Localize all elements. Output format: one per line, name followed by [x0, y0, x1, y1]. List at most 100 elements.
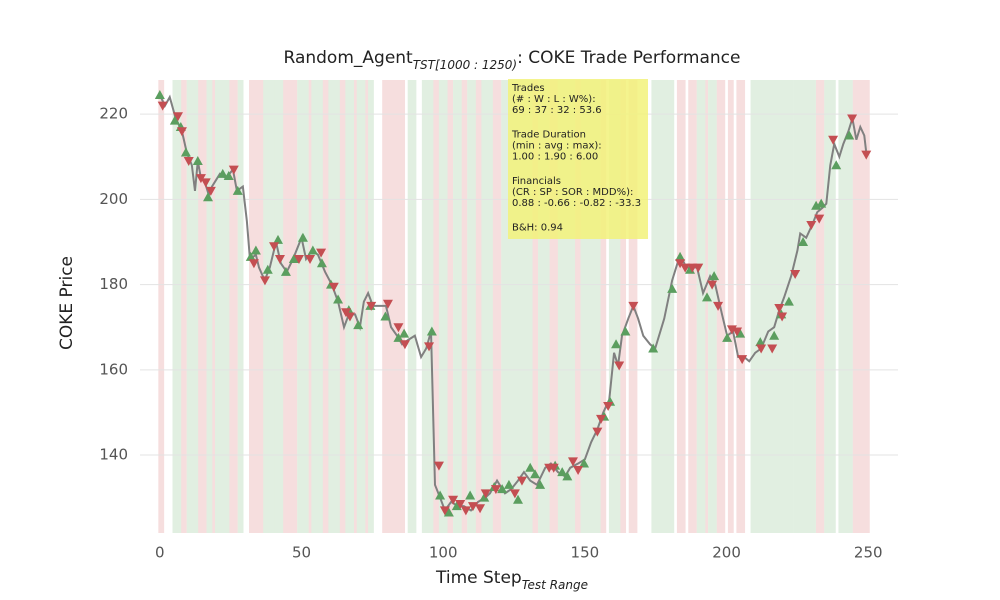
sell-marker: [680, 263, 691, 273]
sell-marker: [439, 506, 450, 516]
buy-marker: [535, 479, 546, 489]
trade-span: [696, 80, 706, 533]
marks: [154, 90, 872, 517]
trade-span: [206, 80, 213, 533]
sell-marker: [774, 304, 785, 314]
sell-marker: [433, 461, 444, 471]
x-tick-label: 200: [712, 544, 741, 562]
sell-marker: [847, 114, 858, 124]
price-line: [158, 94, 868, 513]
trade-span: [181, 80, 187, 533]
trade-span: [186, 80, 199, 533]
sell-marker: [172, 112, 183, 122]
sell-marker: [732, 327, 743, 337]
annotation-text: Trades: [511, 83, 545, 94]
trade-span: [458, 80, 468, 533]
trade-span: [362, 80, 372, 533]
sell-marker: [475, 504, 486, 514]
trade-span: [430, 80, 440, 533]
x-tick-label: 250: [854, 544, 883, 562]
buy-marker: [393, 332, 404, 342]
sell-marker: [393, 323, 404, 333]
sell-marker: [573, 465, 584, 475]
sell-marker: [693, 263, 704, 273]
sell-marker: [603, 402, 614, 412]
trade-span: [305, 80, 315, 533]
buy-marker: [525, 462, 536, 472]
sell-marker: [567, 457, 578, 467]
sell-marker: [509, 489, 520, 499]
trade-span: [815, 80, 825, 533]
sell-marker: [490, 485, 501, 495]
y-tick-label: 160: [99, 360, 128, 378]
trade-span: [274, 80, 284, 533]
trade-span: [467, 80, 476, 533]
buy-marker: [702, 292, 713, 302]
buy-marker: [769, 330, 780, 340]
trade-span: [529, 80, 539, 533]
trade-span: [421, 80, 434, 533]
trade-span: [351, 80, 360, 533]
buy-marker: [297, 232, 308, 242]
y-axis-label: COKE Price: [57, 256, 77, 350]
trade-span: [651, 80, 675, 533]
buy-marker: [783, 296, 794, 306]
sell-marker: [344, 312, 355, 322]
buy-marker: [262, 264, 273, 274]
buy-marker: [465, 490, 476, 500]
trade-span: [328, 80, 340, 533]
sell-marker: [707, 280, 718, 290]
x-tick-label: 150: [571, 544, 600, 562]
sell-marker: [269, 242, 280, 252]
trade-span: [538, 80, 550, 533]
trade-span: [727, 80, 734, 533]
trade-span: [736, 80, 746, 533]
x-tick-label: 0: [155, 544, 165, 562]
buy-marker: [443, 507, 454, 517]
trade-span: [688, 80, 697, 533]
sell-marker: [248, 259, 259, 269]
x-tick-label: 50: [292, 544, 311, 562]
annotation-text: 1.00 : 1.90 : 6.00: [512, 152, 598, 163]
trade-span: [824, 80, 836, 533]
sell-marker: [448, 495, 459, 505]
sell-marker: [814, 214, 825, 224]
buy-marker: [675, 251, 686, 261]
buy-marker: [154, 90, 165, 100]
trade-span: [311, 80, 323, 533]
buy-marker: [316, 258, 327, 268]
buy-marker: [844, 130, 855, 140]
sell-marker: [316, 248, 327, 258]
trade-span: [319, 80, 332, 533]
trade-span: [280, 80, 298, 533]
buy-marker: [307, 245, 318, 255]
buy-marker: [169, 115, 180, 125]
buy-marker: [611, 339, 622, 349]
sell-marker: [328, 282, 339, 292]
buy-marker: [353, 320, 364, 330]
trade-span: [226, 80, 238, 533]
buy-marker: [722, 332, 733, 342]
sell-marker: [861, 150, 872, 160]
sell-marker: [767, 344, 778, 354]
y-tick-label: 180: [99, 275, 128, 293]
sell-marker: [176, 127, 187, 137]
annotation-text: 0.88 : -0.66 : -0.82 : -33.3: [512, 198, 641, 209]
buy-marker: [245, 251, 256, 261]
buy-marker: [192, 156, 203, 166]
sell-marker: [614, 361, 625, 371]
trade-span: [838, 80, 853, 533]
sell-marker: [460, 506, 471, 516]
sell-marker: [455, 500, 466, 510]
buy-marker: [557, 467, 568, 477]
buy-marker: [232, 185, 243, 195]
trade-span: [481, 80, 493, 533]
annotation-text: B&H: 0.94: [512, 223, 563, 234]
sell-marker: [480, 489, 491, 499]
sell-marker: [596, 414, 607, 424]
sell-marker: [399, 340, 410, 350]
buy-marker: [272, 234, 283, 244]
annotation-text: Financials: [512, 176, 561, 187]
trade-span: [407, 80, 417, 533]
